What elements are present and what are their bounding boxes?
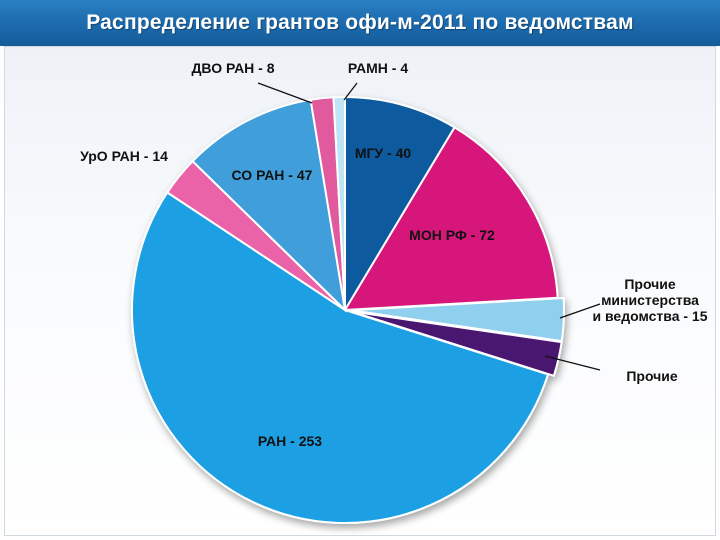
pie-slice-2 xyxy=(350,296,565,343)
slice-label-6: СО РАН - 47 xyxy=(232,167,313,183)
chart-title: Распределение грантов офи-м-2011 по ведо… xyxy=(86,11,634,34)
leader-line-3 xyxy=(544,355,601,371)
title-bar: Распределение грантов офи-м-2011 по ведо… xyxy=(0,0,720,46)
slice-label-4: РАН - 253 xyxy=(258,433,322,449)
slice-label-3: Прочие xyxy=(626,368,678,384)
slice-label-8: РАМН - 4 xyxy=(348,60,408,76)
pie-slice-6 xyxy=(191,98,347,313)
leader-line-8 xyxy=(343,82,358,101)
slice-label-7: ДВО РАН - 8 xyxy=(191,60,274,76)
slice-label-2: Прочие министерства и ведомства - 15 xyxy=(593,276,708,324)
slice-label-5: УрО РАН - 14 xyxy=(80,148,168,164)
slice-label-0: МГУ - 40 xyxy=(355,145,412,161)
leader-line-2 xyxy=(559,303,601,319)
leader-line-7 xyxy=(257,82,313,104)
pie-slice-0 xyxy=(344,95,456,314)
pie-slice-1 xyxy=(343,125,559,312)
pie-slice-8 xyxy=(332,95,346,311)
slice-label-1: МОН РФ - 72 xyxy=(409,227,495,243)
pie-slice-4 xyxy=(131,191,550,524)
